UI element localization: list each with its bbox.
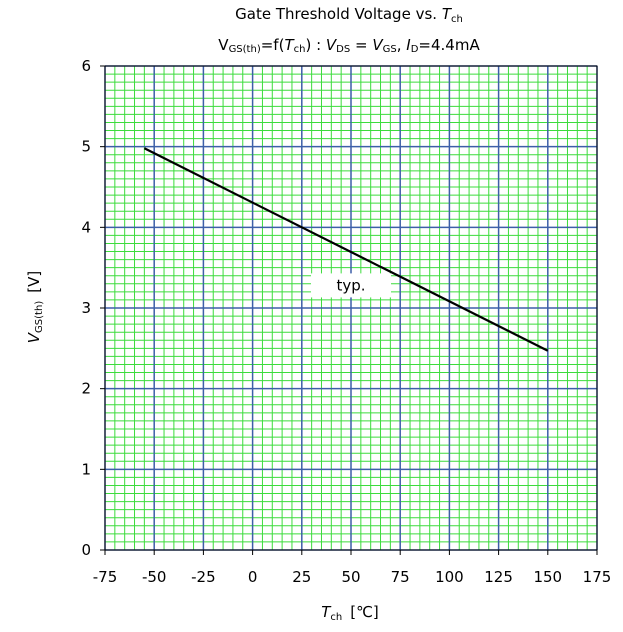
x-tick-label: 0: [248, 568, 258, 586]
x-tick-label: 150: [533, 568, 562, 586]
y-tick-label: 4: [81, 218, 91, 236]
x-tick-label: -50: [142, 568, 167, 586]
axis-ticks: [100, 65, 598, 555]
x-axis-label: Tch [℃]: [321, 603, 379, 623]
x-tick-label: 100: [435, 568, 464, 586]
x-tick-label: 50: [341, 568, 360, 586]
y-tick-label: 5: [81, 138, 91, 156]
y-tick-label: 6: [81, 57, 91, 75]
y-axis-label: VGS(th)[V]: [25, 271, 45, 343]
x-tick-labels: -75 -50 -25 0 25 50 75 100 125 150 175: [93, 568, 612, 586]
x-tick-label: 75: [391, 568, 410, 586]
x-tick-label: -25: [191, 568, 216, 586]
x-tick-label: -75: [93, 568, 118, 586]
series-line: [143, 147, 549, 352]
y-tick-label: 3: [81, 299, 91, 317]
y-tick-label: 0: [81, 541, 91, 559]
y-tick-label: 1: [81, 460, 91, 478]
chart-title-line2: VGS(th)=f(Tch) : VDS = VGS, ID=4.4mA: [218, 36, 480, 55]
series-layer: [143, 147, 549, 352]
annotation-typ: typ.: [336, 276, 365, 294]
x-tick-label: 175: [583, 568, 612, 586]
chart-title-line1: Gate Threshold Voltage vs. Tch: [235, 5, 463, 25]
x-tick-label: 25: [292, 568, 311, 586]
y-tick-labels: 0 1 2 3 4 5 6: [81, 57, 91, 559]
y-tick-label: 2: [81, 380, 91, 398]
x-tick-label: 125: [484, 568, 513, 586]
annotation-background: [311, 273, 391, 298]
